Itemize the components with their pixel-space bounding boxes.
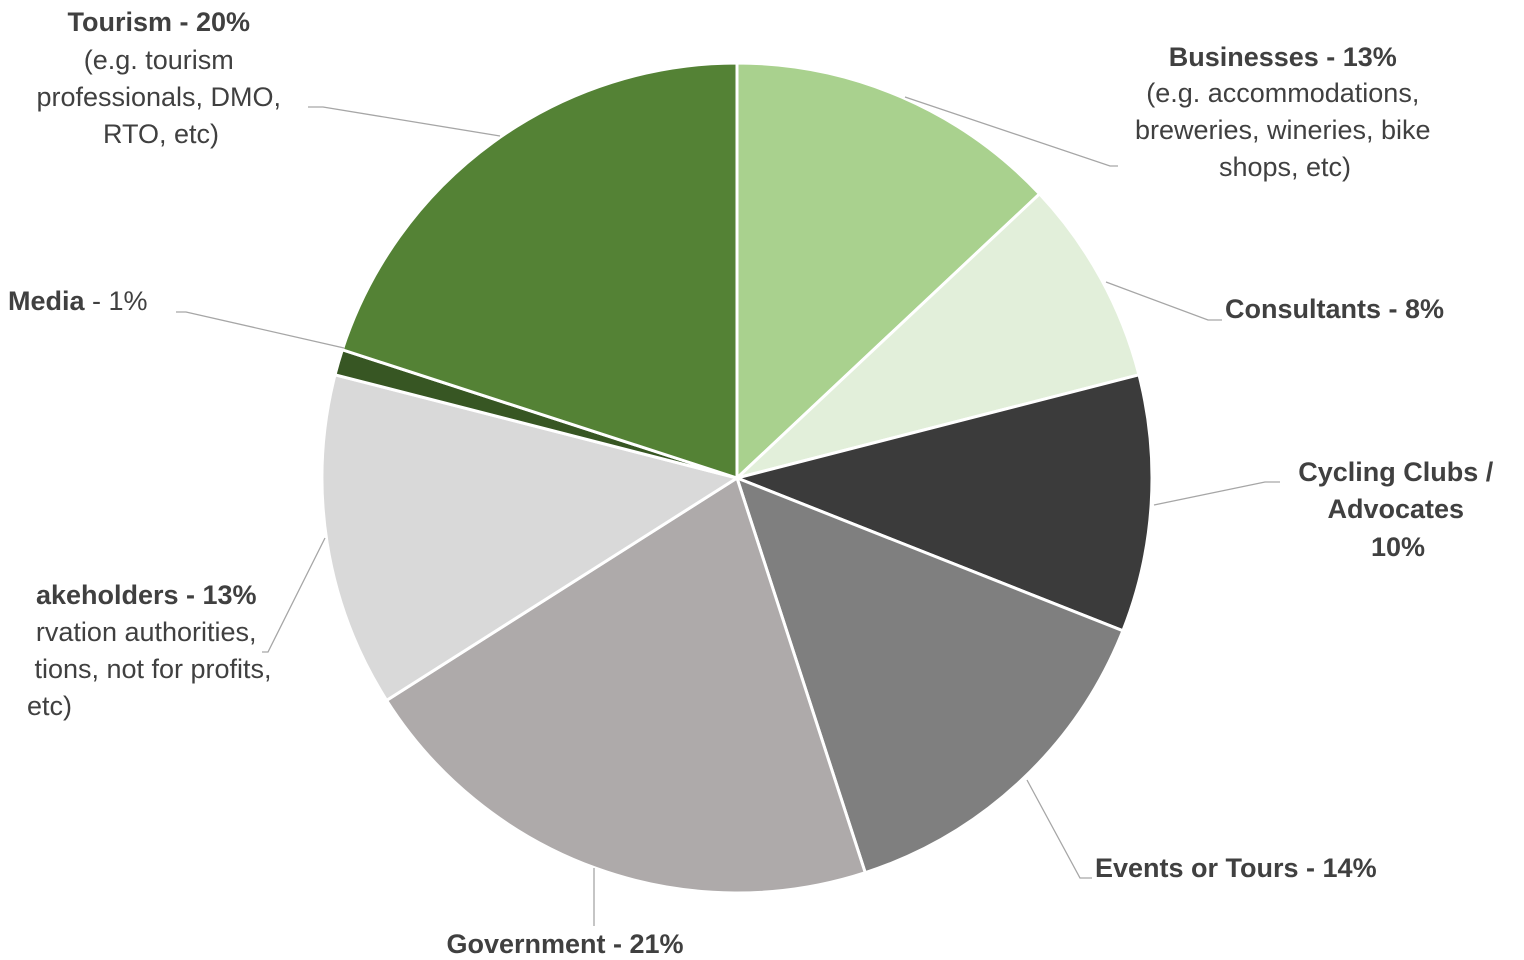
label-businesses-title: Businesses - 13% [1169,42,1397,72]
label-media-title: Media [8,286,86,316]
label-media-percent: - 1% [85,286,148,316]
label-businesses-detail-3: shops, etc) [1219,152,1351,182]
label-businesses-detail-1: (e.g. accommodations, [1146,78,1419,108]
leader-line-events [1026,779,1092,879]
label-other-stakeholders-detail-2: tions, not for profits, [34,654,271,684]
label-tourism-detail-3: RTO, etc) [103,119,219,149]
label-government-title: Government - 21% [446,929,683,959]
label-tourism: Tourism - 20% (e.g. tourism professional… [36,7,285,149]
pie-slice-consultants [735,191,1141,480]
pie-slice-businesses [735,61,1042,482]
label-cycling-clubs-line-2: Advocates [1327,494,1464,524]
pie-slice-other-stakeholders [320,372,741,703]
label-other-stakeholders-title: akeholders - 13% [36,580,257,610]
leader-line-businesses [904,96,1118,167]
label-businesses-detail-2: breweries, wineries, bike [1135,115,1431,145]
label-media: Media - 1% [8,286,148,316]
label-cycling-clubs: Cycling Clubs / Advocates 10% [1298,457,1497,562]
label-businesses: Businesses - 13% (e.g. accommodations, b… [1135,42,1435,182]
label-tourism-detail-2: professionals, DMO, [36,82,281,112]
label-other-stakeholders: akeholders - 13% rvation authorities, ti… [27,580,276,721]
label-other-stakeholders-detail-1: rvation authorities, [36,617,257,647]
label-cycling-clubs-line-3: 10% [1371,532,1425,562]
label-cycling-clubs-line-1: Cycling Clubs / [1298,457,1494,487]
label-events-tours: Events or Tours - 14% [1095,853,1377,883]
leader-line-other-stakeholders [262,537,326,653]
leader-line-cycling-clubs [1153,481,1280,506]
label-consultants-title: Consultants - 8% [1225,294,1444,324]
pie-slice-government [384,475,868,895]
leader-line-media [176,311,345,349]
label-tourism-detail-1: (e.g. tourism [84,45,234,75]
leader-line-consultants [1105,281,1222,321]
pie-slices [320,61,1154,895]
leader-line-tourism [308,106,501,137]
label-government: Government - 21% [446,929,683,959]
leader-lines [176,96,1280,926]
pie-slice-tourism [340,61,739,481]
label-other-stakeholders-detail-3: etc) [27,691,72,721]
label-tourism-title: Tourism - 20% [68,7,251,37]
label-events-tours-title: Events or Tours - 14% [1095,853,1377,883]
label-consultants: Consultants - 8% [1225,294,1444,324]
pie-slice-cycling-clubs-advocates [732,372,1154,633]
